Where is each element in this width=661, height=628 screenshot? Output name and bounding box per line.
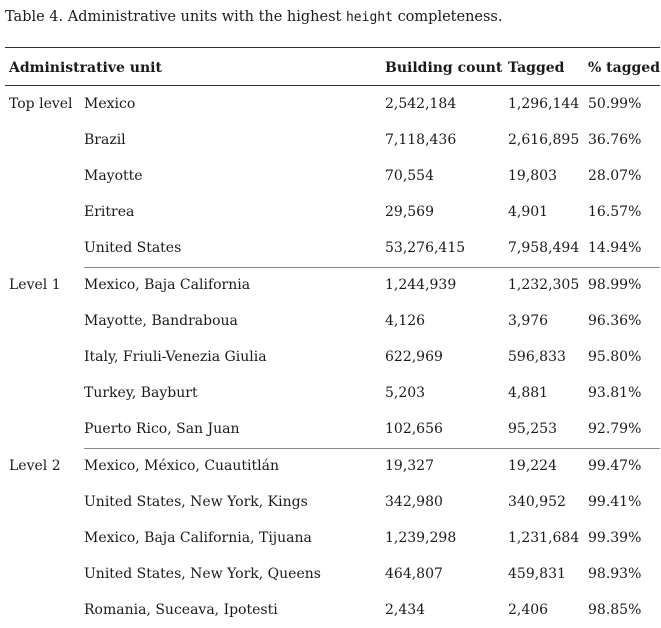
cell-pct-tagged: 98.99% bbox=[588, 277, 642, 293]
cell-tagged: 4,881 bbox=[508, 385, 549, 401]
cell-building-count: 29,569 bbox=[385, 204, 434, 220]
group-separator-rule bbox=[84, 267, 660, 268]
cell-unit: Mayotte, Bandraboua bbox=[84, 313, 238, 329]
cell-building-count: 70,554 bbox=[385, 168, 434, 184]
header-unit: Administrative unit bbox=[9, 60, 162, 76]
cell-unit: Eritrea bbox=[84, 204, 135, 220]
cell-unit: Turkey, Bayburt bbox=[84, 385, 198, 401]
cell-tagged: 3,976 bbox=[508, 313, 549, 329]
cell-tagged: 1,231,684 bbox=[508, 530, 580, 546]
header-pct-tagged: % tagged bbox=[588, 60, 660, 76]
cell-building-count: 1,239,298 bbox=[385, 530, 457, 546]
caption-text-before: Administrative units with the highest bbox=[67, 9, 342, 25]
cell-tagged: 459,831 bbox=[508, 566, 566, 582]
cell-unit: Mexico, México, Cuautitlán bbox=[84, 458, 279, 474]
cell-building-count: 2,542,184 bbox=[385, 96, 457, 112]
cell-tagged: 95,253 bbox=[508, 421, 557, 437]
cell-building-count: 464,807 bbox=[385, 566, 443, 582]
cell-unit: Mexico, Baja California bbox=[84, 277, 251, 293]
cell-pct-tagged: 98.85% bbox=[588, 602, 642, 618]
group-level-label: Top level bbox=[9, 96, 73, 112]
cell-unit: Puerto Rico, San Juan bbox=[84, 421, 240, 437]
cell-unit: Mayotte bbox=[84, 168, 143, 184]
cell-pct-tagged: 99.47% bbox=[588, 458, 642, 474]
cell-pct-tagged: 98.93% bbox=[588, 566, 642, 582]
cell-pct-tagged: 16.57% bbox=[588, 204, 642, 220]
cell-building-count: 7,118,436 bbox=[385, 132, 457, 148]
cell-tagged: 19,224 bbox=[508, 458, 557, 474]
cell-unit: Romania, Suceava, Ipotesti bbox=[84, 602, 278, 618]
cell-tagged: 4,901 bbox=[508, 204, 549, 220]
cell-building-count: 5,203 bbox=[385, 385, 426, 401]
cell-tagged: 596,833 bbox=[508, 349, 566, 365]
cell-building-count: 2,434 bbox=[385, 602, 426, 618]
cell-tagged: 2,406 bbox=[508, 602, 549, 618]
cell-pct-tagged: 92.79% bbox=[588, 421, 642, 437]
header-bottom-rule bbox=[5, 85, 660, 86]
cell-building-count: 4,126 bbox=[385, 313, 426, 329]
cell-building-count: 53,276,415 bbox=[385, 240, 466, 256]
cell-pct-tagged: 95.80% bbox=[588, 349, 642, 365]
cell-building-count: 19,327 bbox=[385, 458, 434, 474]
cell-tagged: 340,952 bbox=[508, 494, 566, 510]
cell-pct-tagged: 50.99% bbox=[588, 96, 642, 112]
group-level-label: Level 2 bbox=[9, 458, 61, 474]
table-caption: Table 4. Administrative units with the h… bbox=[5, 9, 502, 25]
group-separator-rule bbox=[84, 448, 660, 449]
cell-pct-tagged: 14.94% bbox=[588, 240, 642, 256]
cell-unit: Brazil bbox=[84, 132, 126, 148]
cell-building-count: 622,969 bbox=[385, 349, 443, 365]
cell-tagged: 1,296,144 bbox=[508, 96, 580, 112]
cell-building-count: 1,244,939 bbox=[385, 277, 457, 293]
cell-pct-tagged: 93.81% bbox=[588, 385, 642, 401]
caption-text-after: completeness. bbox=[397, 9, 503, 25]
cell-unit: Italy, Friuli-Venezia Giulia bbox=[84, 349, 267, 365]
cell-unit: United States bbox=[84, 240, 182, 256]
header-building-count: Building count bbox=[385, 60, 503, 76]
table-top-rule bbox=[5, 47, 660, 48]
cell-building-count: 102,656 bbox=[385, 421, 443, 437]
cell-unit: Mexico bbox=[84, 96, 136, 112]
cell-pct-tagged: 99.39% bbox=[588, 530, 642, 546]
cell-tagged: 7,958,494 bbox=[508, 240, 580, 256]
cell-tagged: 1,232,305 bbox=[508, 277, 580, 293]
cell-tagged: 19,803 bbox=[508, 168, 557, 184]
cell-building-count: 342,980 bbox=[385, 494, 443, 510]
caption-label: Table 4. bbox=[5, 9, 64, 25]
cell-unit: Mexico, Baja California, Tijuana bbox=[84, 530, 312, 546]
header-tagged: Tagged bbox=[508, 60, 565, 76]
cell-pct-tagged: 99.41% bbox=[588, 494, 642, 510]
caption-code: height bbox=[345, 10, 393, 25]
cell-unit: United States, New York, Queens bbox=[84, 566, 321, 582]
cell-pct-tagged: 96.36% bbox=[588, 313, 642, 329]
group-level-label: Level 1 bbox=[9, 277, 61, 293]
cell-pct-tagged: 36.76% bbox=[588, 132, 642, 148]
cell-unit: United States, New York, Kings bbox=[84, 494, 308, 510]
cell-tagged: 2,616,895 bbox=[508, 132, 580, 148]
cell-pct-tagged: 28.07% bbox=[588, 168, 642, 184]
